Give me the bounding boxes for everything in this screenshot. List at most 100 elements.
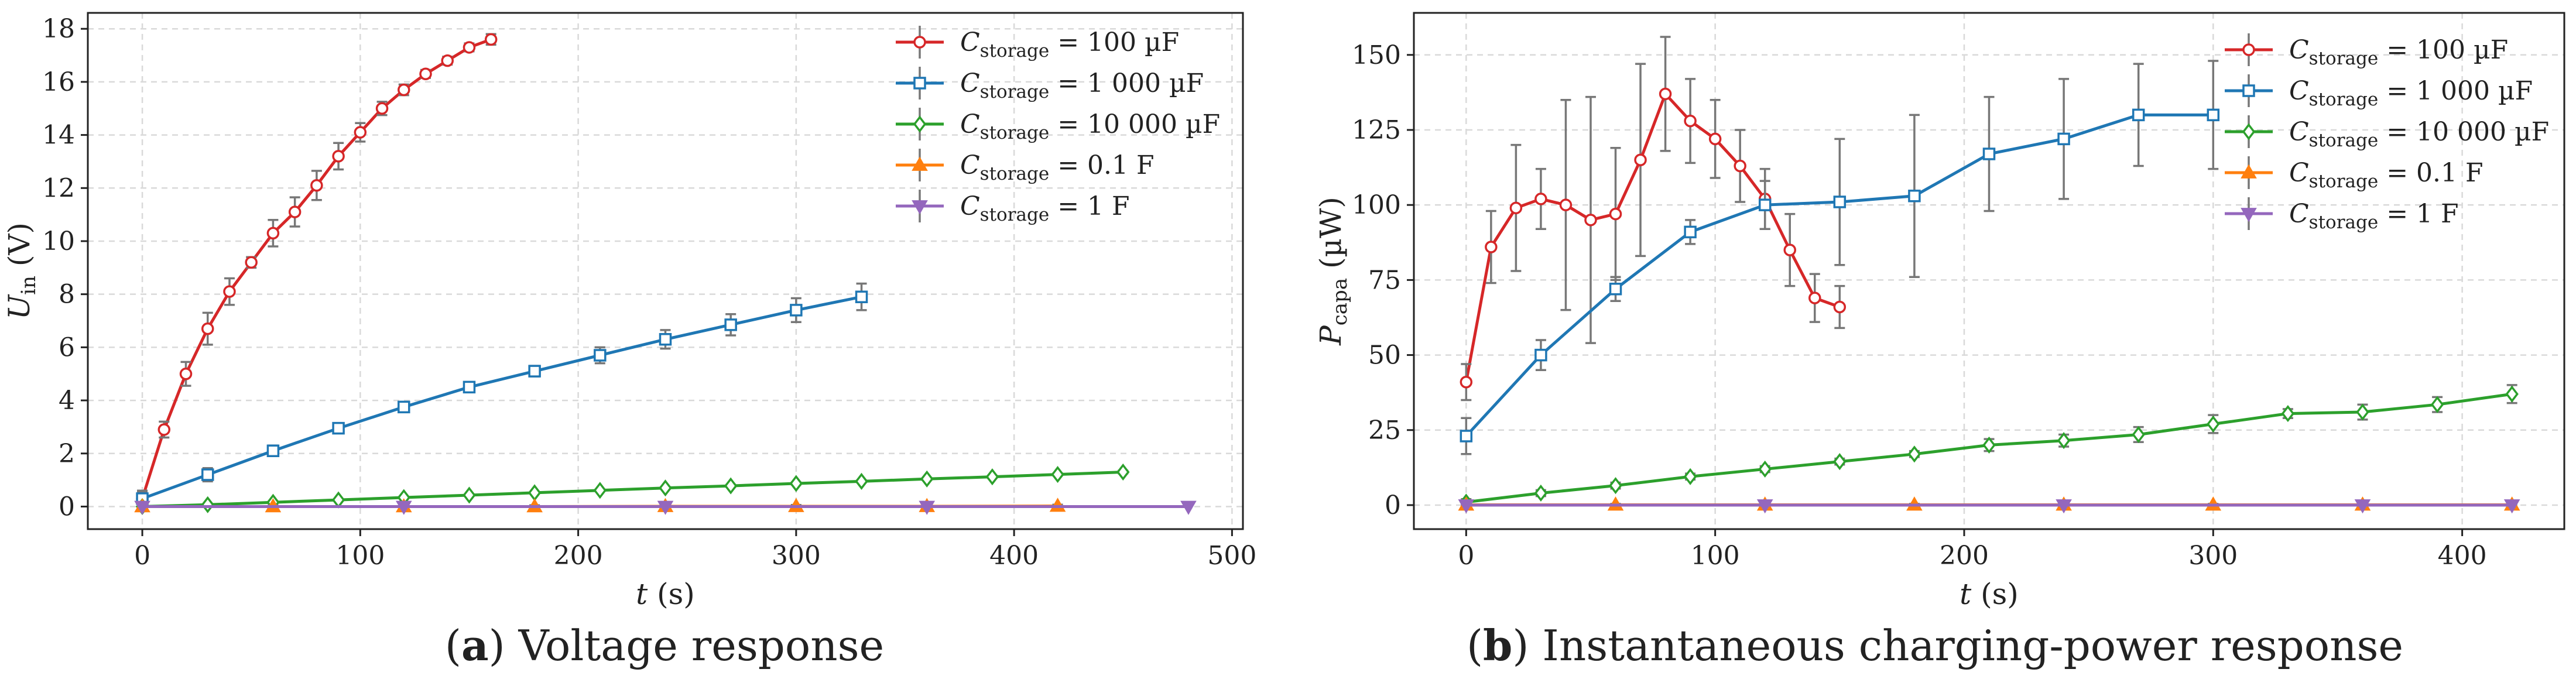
panel-b-series-2-point-7 — [1982, 436, 1996, 454]
panel-a-ytick-label-2: 4 — [59, 386, 75, 416]
panel-b-xtick-label-1: 100 — [1691, 541, 1740, 571]
panel-b-series-2-point-14 — [2505, 385, 2519, 403]
panel-b-ytick-label-2: 50 — [1368, 341, 1401, 370]
panel-a-series-0-point-6 — [266, 227, 280, 240]
panel-b-series-1-point-2 — [1609, 283, 1622, 296]
panel-b-ytick-label-3: 75 — [1368, 265, 1401, 295]
caption-b-letter: b — [1483, 620, 1513, 670]
panel-b-power-chart: 0 100 200 300 400 0 25 50 75 100 125 150 t (s) Pcapa … — [1314, 12, 2565, 611]
panel-b-series-1-point-4 — [1758, 198, 1772, 211]
panel-b-xlabel: t (s) — [1960, 577, 2019, 611]
panel-b-series-1-point-9 — [2132, 108, 2145, 122]
panel-a-series-0-point-3 — [201, 322, 214, 335]
panel-b-ytick-label-4: 100 — [1352, 190, 1401, 220]
panel-a-series-1-point-6 — [528, 365, 541, 378]
panel-a-series-0-point-4 — [223, 285, 236, 298]
panel-a-series-2-point-8 — [659, 479, 672, 497]
panel-a-ylabel: Uin (V) — [2, 222, 40, 320]
panel-b-series-2-point-5 — [1833, 453, 1847, 471]
panel-a-series-2-point-10 — [789, 475, 803, 492]
panel-b-series-2-point-9 — [2132, 426, 2145, 444]
panel-b-series-0 — [1460, 36, 1847, 402]
panel-b-series-0-point-10 — [1708, 132, 1722, 146]
panel-b-legend-marker-1 — [2242, 84, 2255, 97]
panel-a-series-0-point-8 — [310, 179, 323, 192]
panel-b-series-2-point-4 — [1758, 460, 1772, 478]
panel-b-series-1 — [1460, 60, 2220, 455]
panel-a-ytick-label-4: 8 — [59, 280, 75, 310]
panel-b-series-0-point-0 — [1460, 375, 1473, 389]
panel-a-series-2-point-5 — [463, 486, 476, 504]
panel-a-series-0 — [136, 33, 498, 506]
panel-a-series-0-point-9 — [332, 150, 345, 163]
panel-b-series-0-point-8 — [1659, 87, 1672, 101]
panel-b-ytick-label-1: 25 — [1368, 416, 1401, 445]
panel-a-legend-label-3: Cstorage = 0.1 F — [960, 150, 1155, 184]
panel-a-ytick-label-3: 6 — [59, 332, 75, 362]
panel-a-series-0-point-2 — [179, 367, 193, 380]
panel-b-ytick-label-6: 150 — [1352, 40, 1401, 70]
panel-a-series-1-point-8 — [659, 333, 672, 346]
panel-a-legend-marker-3 — [912, 156, 928, 171]
panel-a-series-0-point-16 — [484, 33, 498, 46]
panel-a-axes-frame — [87, 12, 1244, 530]
panel-a-legend-marker-2 — [913, 115, 927, 133]
panel-a-series-1-point-3 — [332, 421, 345, 435]
panel-b-xtick-label-2: 200 — [1940, 541, 1989, 571]
panel-b-series-2-point-13 — [2430, 396, 2444, 413]
panel-b-series-2-point-8 — [2057, 432, 2071, 450]
panel-a-series-0-point-7 — [288, 205, 302, 218]
panel-a-series-0-point-14 — [441, 54, 454, 67]
panel-b-series-4-point-3 — [2354, 499, 2371, 514]
panel-b-series-0-point-13 — [1783, 243, 1796, 256]
panel-b-series-0-point-3 — [1534, 193, 1547, 205]
panel-a-xtick-label-5: 500 — [1207, 541, 1256, 571]
panel-a-series-4-point-3 — [919, 500, 936, 515]
panel-b-series-1-point-6 — [1908, 190, 1921, 203]
panel-b-series-0-point-11 — [1734, 159, 1746, 173]
panel-b-legend-marker-0 — [2242, 43, 2255, 56]
panel-a-series-2-point-9 — [724, 477, 738, 495]
panel-a-ytick-label-7: 14 — [42, 121, 75, 150]
panel-a-series-2-point-12 — [920, 470, 934, 488]
panel-b-series-0-point-7 — [1634, 153, 1647, 167]
panel-a-legend-label-1: Cstorage = 1 000 µF — [960, 68, 1204, 102]
panel-a-series-0-point-1 — [157, 423, 171, 436]
panel-a-ytick-label-9: 18 — [42, 14, 75, 44]
panel-b-series-2-point-11 — [2281, 405, 2295, 423]
panel-a-series-2-point-13 — [985, 468, 999, 486]
panel-b-ylabel: Pcapa (µW) — [1314, 197, 1352, 346]
panel-a-xtick-label-0: 0 — [134, 541, 150, 571]
caption-a-letter: a — [461, 620, 489, 670]
panel-a-series-2-line — [142, 471, 1123, 508]
panel-b-series-2-point-10 — [2207, 415, 2220, 433]
panel-b-ytick-label-5: 125 — [1352, 115, 1401, 145]
panel-a-series-1-point-7 — [594, 349, 607, 362]
panel-a-series-0-point-12 — [398, 83, 410, 97]
panel-a-series-2-point-15 — [1116, 463, 1130, 481]
panel-a-series-2-point-11 — [855, 472, 868, 490]
panel-b-xtick-label-3: 300 — [2188, 541, 2238, 571]
panel-a-xlabel: t (s) — [636, 577, 695, 611]
panel-b-series-0-point-5 — [1584, 214, 1597, 227]
panel-b-legend-label-2: Cstorage = 10 000 µF — [2289, 117, 2549, 151]
panel-a-series-1 — [136, 282, 868, 508]
panel-b-series-1-point-1 — [1534, 348, 1547, 362]
panel-a-series-1-point-9 — [724, 318, 737, 331]
panel-a-xtick-label-4: 400 — [989, 541, 1039, 571]
panel-b-series-1-point-7 — [1982, 147, 1996, 160]
panel-a-legend-label-2: Cstorage = 10 000 µF — [960, 109, 1220, 143]
panel-b-series-0-point-15 — [1833, 300, 1847, 314]
panel-a-series-0-point-13 — [419, 67, 432, 81]
caption-a: (a) Voltage response — [444, 620, 885, 670]
panel-b-series-0-line — [1464, 92, 1841, 383]
panel-b-ytick-label-0: 0 — [1385, 490, 1401, 520]
panel-a-series-1-point-11 — [855, 290, 868, 303]
panel-b-series-1-point-0 — [1460, 430, 1473, 442]
panel-b-legend-marker-3 — [2241, 164, 2257, 179]
panel-a-series-1-point-4 — [398, 400, 410, 414]
panel-a-series-1-point-1 — [201, 468, 214, 481]
panel-a-series-0-point-10 — [354, 126, 367, 139]
panel-b-legend-label-4: Cstorage = 1 F — [2289, 199, 2459, 233]
